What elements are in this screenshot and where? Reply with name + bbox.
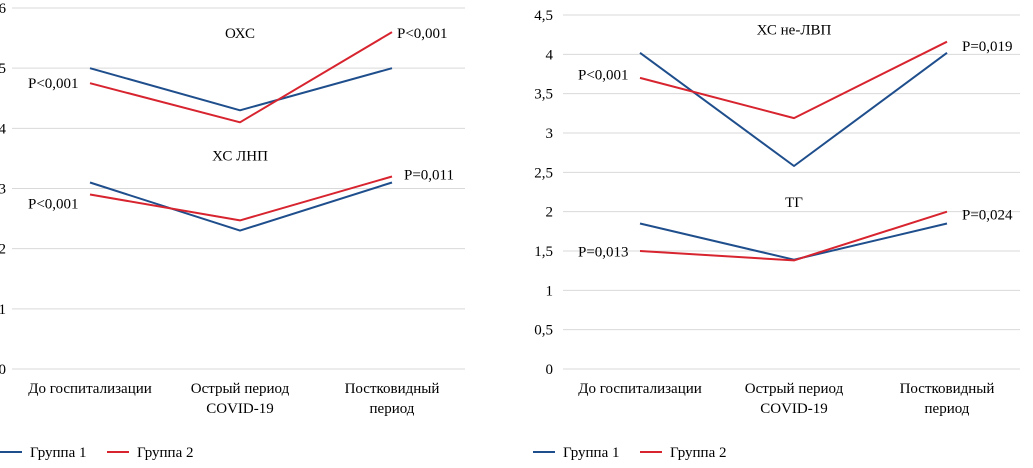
legend-label: Группа 2 — [670, 445, 727, 461]
y-tick-label: 0 — [546, 362, 554, 378]
y-tick-label: 3,5 — [534, 87, 553, 103]
y-tick-label: 4 — [546, 47, 554, 63]
chart-annotation: P<0,001 — [28, 76, 79, 92]
x-category-label: Постковидный — [900, 381, 995, 397]
series-line — [89, 67, 393, 112]
x-category-label: COVID-19 — [206, 401, 274, 417]
chart-annotation: P=0,011 — [404, 167, 454, 183]
chart-annotation: P<0,001 — [28, 197, 79, 213]
x-category-label: Острый период — [191, 381, 290, 397]
chart-annotation: ХС ЛНП — [212, 148, 268, 164]
y-tick-label: 4 — [0, 121, 7, 137]
y-tick-label: 3 — [0, 182, 6, 198]
series-line — [89, 181, 393, 232]
chart-annotation: ХС не-ЛВП — [757, 22, 832, 38]
y-tick-label: 3 — [546, 126, 554, 142]
x-category-label: период — [925, 401, 970, 417]
y-tick-label: 2 — [546, 205, 554, 221]
series-line — [89, 175, 393, 222]
y-tick-label: 2,5 — [534, 165, 553, 181]
x-category-label: Постковидный — [345, 381, 440, 397]
x-category-label: COVID-19 — [760, 401, 828, 417]
legend-label: Группа 2 — [137, 445, 194, 461]
series-line — [639, 40, 948, 120]
series-line — [89, 31, 393, 124]
chart-left-total-ldl-cholesterol: 0 1 2 3 4 5 6 До госпитализации Острый период COV… — [0, 1, 465, 461]
chart-annotation: P=0,024 — [962, 208, 1013, 224]
y-tick-label: 0 — [0, 362, 6, 378]
y-tick-label: 2 — [0, 242, 6, 258]
x-category-label: период — [370, 401, 415, 417]
y-tick-label: 1,5 — [534, 244, 553, 260]
x-category-label: Острый период — [745, 381, 844, 397]
series-line — [639, 51, 948, 167]
y-tick-label: 5 — [0, 61, 6, 77]
legend-label: Группа 1 — [30, 445, 87, 461]
chart-annotation: P<0,001 — [578, 68, 629, 84]
y-tick-label: 6 — [0, 1, 7, 17]
y-tick-label: 1 — [0, 302, 6, 318]
chart-annotation: ТГ — [785, 195, 803, 211]
y-tick-label: 4,5 — [534, 8, 553, 24]
x-category-label: До госпитализации — [28, 381, 152, 397]
chart-annotation: P<0,001 — [397, 26, 448, 42]
chart-annotation: P=0,013 — [578, 245, 629, 261]
chart-annotation: P=0,019 — [962, 39, 1013, 55]
series-line — [639, 210, 948, 262]
chart-right-non-hdl-triglycerides: 0 0,5 1 1,5 2 2,5 3 3,5 4 4,5 До госпитализации Ост… — [533, 8, 1020, 461]
chart-annotation: ОХС — [225, 26, 255, 42]
y-tick-label: 0,5 — [534, 323, 553, 339]
y-tick-label: 1 — [546, 283, 554, 299]
legend-label: Группа 1 — [563, 445, 620, 461]
x-category-label: До госпитализации — [578, 381, 702, 397]
